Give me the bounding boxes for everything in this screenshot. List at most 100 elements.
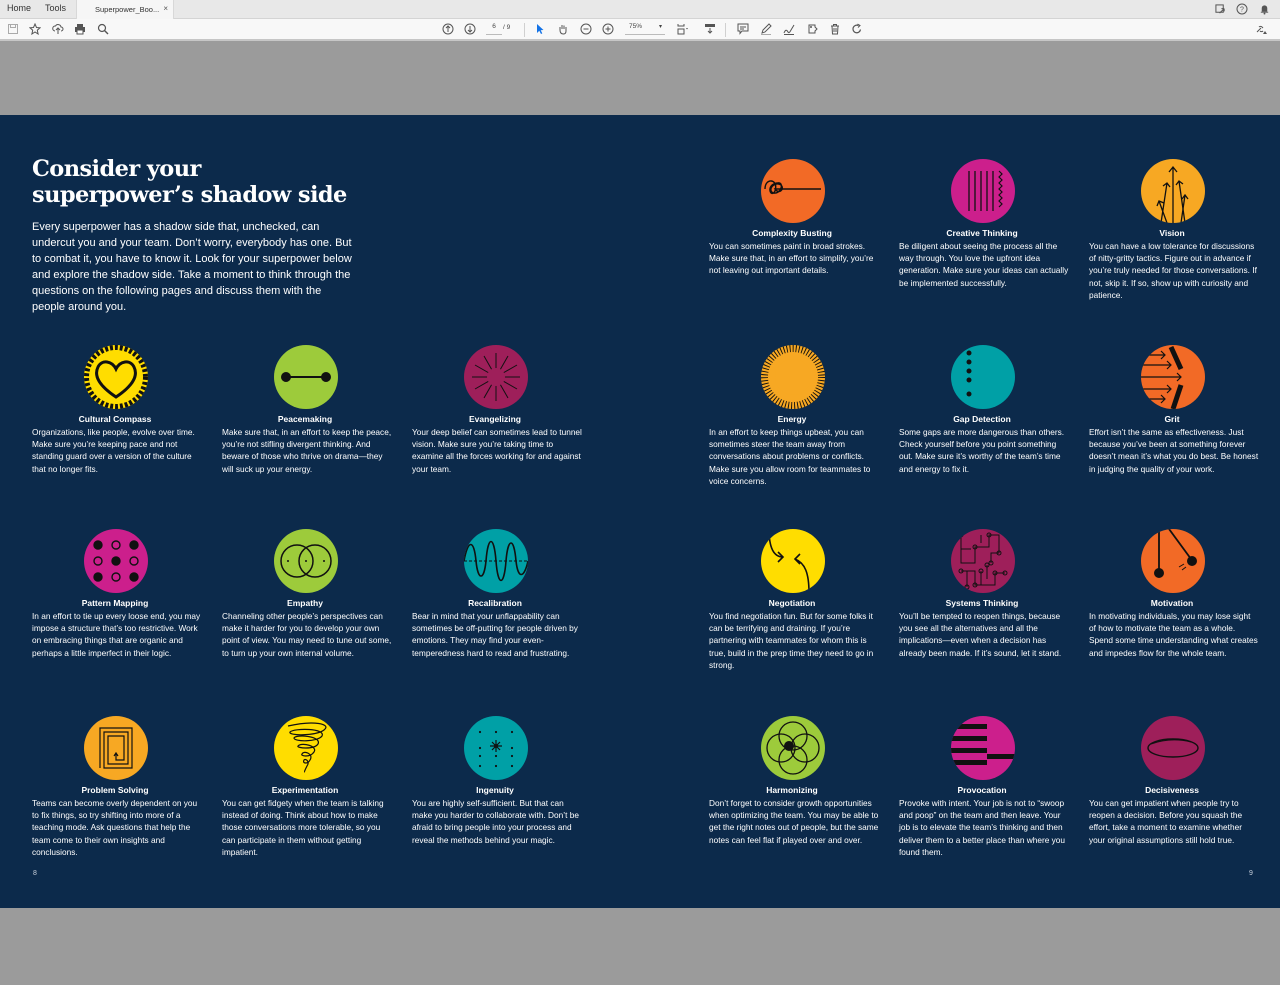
superpower-description: You are highly self-sufficient. But that… (412, 798, 579, 845)
superpower-name: Systems Thinking (945, 598, 1019, 608)
arrow-down-circle-icon[interactable] (463, 22, 477, 36)
wave-icon (464, 529, 528, 593)
radiating-arrows-icon (464, 345, 528, 409)
rotate-icon[interactable] (850, 22, 864, 36)
dot-grid-icon (84, 529, 148, 593)
superpower-name: Decisiveness (1145, 785, 1199, 795)
lines-zigzag-icon (951, 159, 1015, 223)
page-number-right: 9 (1249, 870, 1253, 877)
overlapping-circles-icon (274, 529, 338, 593)
superpower-name: Experimentation (271, 785, 339, 795)
superpower-description: Organizations, like people, evolve over … (32, 427, 195, 474)
toolbar-divider (725, 23, 726, 37)
superpower-name: Recalibration (468, 598, 522, 608)
superpower-description: In an effort to keep things upbeat, you … (709, 427, 871, 486)
print-icon[interactable] (73, 22, 87, 36)
bars-icon (951, 716, 1015, 780)
hand-icon[interactable] (556, 22, 570, 36)
superpower-description: Your deep belief can sometimes lead to t… (412, 427, 582, 474)
arrow-up-circle-icon[interactable] (441, 22, 455, 36)
plus-circle-icon[interactable] (601, 22, 615, 36)
page-number-left: 8 (33, 870, 37, 877)
superpower-description: Make sure that, in an effort to keep the… (222, 427, 392, 474)
minus-circle-icon[interactable] (579, 22, 593, 36)
superpower-description: You can get impatient when people try to… (1089, 798, 1243, 845)
superpower-description: Don’t forget to consider growth opportun… (709, 798, 879, 845)
converging-arrows-icon (761, 529, 825, 593)
page-number-input[interactable]: 6 (486, 23, 502, 35)
comment-icon[interactable] (736, 22, 750, 36)
superpower-description: Provoke with intent. Your job is not to … (899, 798, 1066, 857)
ellipse-loop-icon (1141, 716, 1205, 780)
document-tab-title: Superpower_Boo... (95, 5, 160, 14)
superpower-description: Effort isn’t the same as effectiveness. … (1089, 427, 1259, 474)
tab-document[interactable]: Superpower_Boo... × (76, 0, 174, 19)
burst-icon (761, 345, 825, 409)
star-dots-icon (464, 716, 528, 780)
superpower-description: In an effort to tie up every loose end, … (32, 611, 201, 658)
intro-paragraph: Every superpower has a shadow side that,… (32, 221, 352, 313)
superpower-name: Negotiation (768, 598, 816, 608)
superpower-name: Motivation (1150, 598, 1194, 608)
close-tab-icon[interactable]: × (163, 4, 168, 13)
superpower-name: Problem Solving (81, 785, 149, 795)
sign-icon[interactable] (782, 22, 796, 36)
spiral-square-icon (84, 716, 148, 780)
tornado-icon (274, 716, 338, 780)
superpower-name: Ingenuity (476, 785, 514, 795)
superpower-name: Harmonizing (766, 785, 818, 795)
dumbbell-connector-icon (274, 345, 338, 409)
superpower-name: Cultural Compass (78, 414, 152, 424)
toolbar-divider (524, 23, 525, 37)
arrows-up-icon (1141, 159, 1205, 223)
document-page-spread: Consider your superpower’s shadow side E… (0, 115, 1280, 908)
superpower-name: Creative Thinking (946, 228, 1018, 238)
superpower-name: Vision (1159, 228, 1185, 238)
circuit-icon (951, 529, 1015, 593)
save-icon[interactable] (6, 22, 20, 36)
trash-icon[interactable] (828, 22, 842, 36)
stamp-icon[interactable] (805, 22, 819, 36)
pendulum-icon (1141, 529, 1205, 593)
page-fit-icon[interactable] (675, 22, 689, 36)
search-icon[interactable] (96, 22, 110, 36)
scribble-line-icon (761, 159, 825, 223)
superpower-name: Empathy (287, 598, 323, 608)
share-icon[interactable] (1214, 2, 1226, 16)
chevron-down-icon: ▾ (658, 24, 662, 30)
cloud-upload-icon[interactable] (51, 22, 65, 36)
scroll-mode-icon[interactable] (703, 22, 717, 36)
bell-icon[interactable] (1258, 2, 1270, 16)
superpower-description: Be diligent about seeing the process all… (899, 241, 1069, 288)
star-icon[interactable] (28, 22, 42, 36)
cursor-arrow-icon[interactable] (533, 22, 547, 36)
superpower-name: Peacemaking (277, 414, 333, 424)
superpower-description: You’ll be tempted to reopen things, beca… (899, 611, 1062, 658)
tab-home[interactable]: Home (7, 3, 32, 13)
tab-tools[interactable]: Tools (45, 3, 67, 13)
superpower-name: Provocation (957, 785, 1007, 795)
link-icon[interactable] (1254, 22, 1268, 36)
superpower-name: Complexity Busting (752, 228, 832, 238)
toolbar: 6 / 9 75% ▾ (0, 19, 1280, 41)
zoom-level-select[interactable]: 75% ▾ (625, 23, 665, 35)
superpower-description: Bear in mind that your unflappability ca… (412, 611, 578, 658)
superpower-name: Evangelizing (469, 414, 521, 424)
superpower-name: Grit (1164, 414, 1180, 424)
superpower-description: Channeling other people’s perspectives c… (222, 611, 392, 658)
help-icon[interactable]: ? (1236, 2, 1248, 16)
dotted-gap-icon (951, 345, 1015, 409)
flower-circles-icon (761, 716, 825, 780)
pen-icon[interactable] (759, 22, 773, 36)
superpower-name: Pattern Mapping (81, 598, 149, 608)
superpower-name: Energy (777, 414, 807, 424)
page-total: / 9 (503, 24, 511, 31)
superpower-description: You can sometimes paint in broad strokes… (709, 241, 874, 276)
tab-bar: Home Tools Superpower_Boo... × ? (0, 0, 1280, 19)
zoom-level-value: 75% (629, 23, 643, 30)
superpower-description: In motivating individuals, you may lose … (1089, 611, 1258, 658)
arrows-wall-icon (1141, 345, 1205, 409)
superpower-description: You find negotiation fun. But for some f… (709, 611, 874, 670)
svg-text:?: ? (1240, 7, 1244, 14)
superpower-description: Teams can become overly dependent on you… (32, 798, 198, 857)
